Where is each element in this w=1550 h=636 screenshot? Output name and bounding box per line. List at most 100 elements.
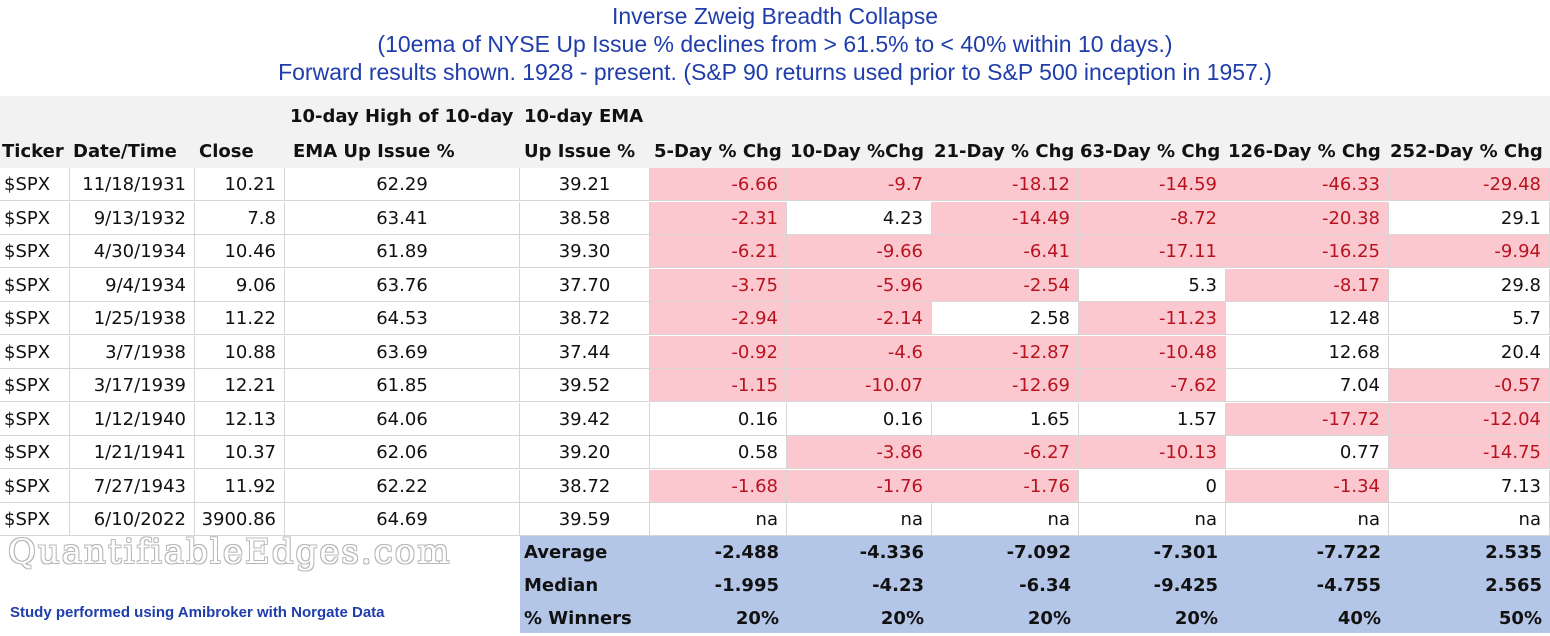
- table-row: $SPX 11/18/1931 10.21 62.29 39.21 -6.66 -9.7 -1…: [0, 168, 1550, 202]
- summary-value: -1.995: [714, 575, 779, 596]
- cell-high: 62.06: [285, 436, 520, 469]
- cell-change: 7.04: [1226, 369, 1389, 402]
- summary-value: -2.488: [714, 542, 779, 563]
- cell-date: 1/12/1940: [70, 402, 195, 436]
- cell-high: 64.69: [285, 503, 520, 536]
- header-high-ema-line1: 10-day High of 10-day: [290, 106, 514, 127]
- cell-date: 7/27/1943: [70, 469, 195, 503]
- cell-change: -18.12: [932, 168, 1079, 201]
- summary-label: % Winners: [524, 608, 632, 629]
- cell-change: -10.13: [1079, 436, 1226, 469]
- table-row: $SPX 3/17/1939 12.21 61.85 39.52 -1.15 -10.07-…: [0, 369, 1550, 403]
- header-ema-line2: Up Issue %: [524, 141, 636, 162]
- cell-date: 3/17/1939: [70, 369, 195, 402]
- cell-change: 1.57: [1079, 402, 1226, 436]
- title-line-2: (10ema of NYSE Up Issue % declines from …: [377, 31, 1173, 57]
- footnote: Study performed using Amibroker with Nor…: [10, 604, 385, 621]
- cell-change: -2.94: [650, 302, 787, 335]
- table-row: $SPX 4/30/1934 10.46 61.89 39.30 -6.21 -9.66 -6…: [0, 235, 1550, 269]
- cell-change: na: [1079, 503, 1226, 536]
- cell-date: 4/30/1934: [70, 235, 195, 268]
- header-chg63: 63-Day % Chg: [1080, 141, 1221, 162]
- summary-value: 40%: [1337, 608, 1381, 629]
- header-band-bottom: [0, 132, 1550, 168]
- cell-ticker: $SPX: [0, 369, 70, 402]
- cell-change: -10.48: [1079, 335, 1226, 369]
- summary-value: -4.23: [872, 575, 924, 596]
- cell-change: 12.68: [1226, 335, 1389, 369]
- summary-row: Average -2.488 -4.336 -7.092 -7.301 -7.722 2.5…: [0, 536, 1550, 570]
- cell-change: 20.4: [1389, 335, 1550, 369]
- header-date: Date/Time: [73, 141, 177, 162]
- cell-ticker: $SPX: [0, 201, 70, 235]
- cell-close: 12.13: [195, 402, 285, 436]
- cell-change: -3.75: [650, 268, 787, 302]
- cell-change: 7.13: [1389, 469, 1550, 503]
- header-ticker: Ticker: [2, 141, 64, 162]
- cell-close: 10.46: [195, 235, 285, 268]
- cell-change: -5.96: [787, 268, 932, 302]
- cell-change: -14.59: [1079, 168, 1226, 201]
- cell-change: -9.94: [1389, 235, 1550, 268]
- cell-ema: 37.70: [520, 268, 650, 302]
- summary-value: 20%: [735, 608, 779, 629]
- cell-change: -20.38: [1226, 201, 1389, 235]
- title-line-1: Inverse Zweig Breadth Collapse: [612, 3, 938, 29]
- table-row: $SPX 6/10/2022 3900.86 64.69 39.59 na na na na na…: [0, 503, 1550, 537]
- cell-ticker: $SPX: [0, 235, 70, 268]
- cell-close: 10.37: [195, 436, 285, 469]
- cell-close: 10.21: [195, 168, 285, 201]
- cell-date: 9/13/1932: [70, 201, 195, 235]
- cell-change: -1.76: [932, 469, 1079, 503]
- cell-change: 0.77: [1226, 436, 1389, 469]
- header-chg126: 126-Day % Chg: [1228, 141, 1381, 162]
- summary-value: 20%: [880, 608, 924, 629]
- cell-date: 3/7/1938: [70, 335, 195, 369]
- cell-change: na: [1226, 503, 1389, 536]
- cell-change: -2.31: [650, 201, 787, 235]
- cell-change: -1.15: [650, 369, 787, 402]
- cell-ticker: $SPX: [0, 302, 70, 335]
- table-row: $SPX 1/21/1941 10.37 62.06 39.20 0.58 -3.86 -6.…: [0, 436, 1550, 470]
- cell-date: 6/10/2022: [70, 503, 195, 536]
- summary-value: -9.425: [1153, 575, 1218, 596]
- cell-change: 29.8: [1389, 268, 1550, 302]
- cell-high: 61.89: [285, 235, 520, 268]
- cell-change: -7.62: [1079, 369, 1226, 402]
- cell-ticker: $SPX: [0, 503, 70, 536]
- cell-change: 4.23: [787, 201, 932, 235]
- cell-change: -1.68: [650, 469, 787, 503]
- summary-row: % Winners 20% 20% 20% 20% 40% 50%: [0, 602, 1550, 636]
- header-ema-line1: 10-day EMA: [524, 106, 644, 127]
- cell-change: 0: [1079, 469, 1226, 503]
- cell-change: na: [650, 503, 787, 536]
- cell-change: na: [787, 503, 932, 536]
- cell-close: 12.21: [195, 369, 285, 402]
- cell-ema: 37.44: [520, 335, 650, 369]
- cell-close: 9.06: [195, 268, 285, 302]
- cell-change: 5.7: [1389, 302, 1550, 335]
- header-chg5: 5-Day % Chg: [654, 141, 782, 162]
- summary-value: -4.336: [859, 542, 924, 563]
- table-row: $SPX 1/12/1940 12.13 64.06 39.42 0.16 0.16 1.65…: [0, 402, 1550, 437]
- cell-change: 2.58: [932, 302, 1079, 335]
- title-block: Inverse Zweig Breadth Collapse (10ema of…: [0, 2, 1550, 86]
- cell-change: -17.11: [1079, 235, 1226, 268]
- cell-close: 11.92: [195, 469, 285, 503]
- summary-band: [520, 536, 1550, 633]
- cell-change: 0.58: [650, 436, 787, 469]
- cell-high: 62.22: [285, 469, 520, 503]
- cell-change: -1.76: [787, 469, 932, 503]
- cell-ticker: $SPX: [0, 268, 70, 302]
- cell-change: -9.7: [787, 168, 932, 201]
- cell-ema: 39.30: [520, 235, 650, 268]
- header-chg10: 10-Day %Chg: [790, 141, 924, 162]
- cell-ticker: $SPX: [0, 469, 70, 503]
- header-close: Close: [199, 141, 254, 162]
- summary-value: 2.565: [1485, 575, 1542, 596]
- cell-change: -9.66: [787, 235, 932, 268]
- summary-value: 20%: [1174, 608, 1218, 629]
- summary-value: -6.34: [1019, 575, 1071, 596]
- cell-change: -6.27: [932, 436, 1079, 469]
- cell-change: 1.65: [932, 402, 1079, 436]
